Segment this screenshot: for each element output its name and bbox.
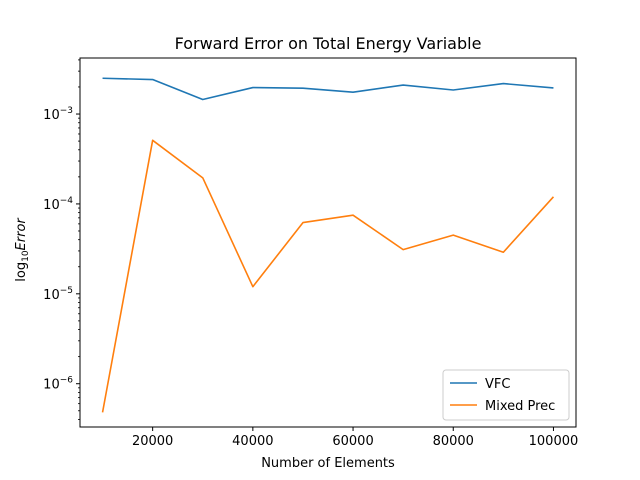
plot-area: 20000 40000 60000 80000 100000 10−6 10−5 10−4 10… (43, 57, 579, 449)
axes-frame (79, 57, 577, 428)
series-line-vfc (102, 77, 554, 101)
x-tick-label: 40000 (232, 434, 273, 449)
legend-label-vfc: VFC (485, 377, 510, 392)
x-tick-label: 100000 (529, 434, 579, 449)
y-tick-label: 10−3 (43, 106, 73, 123)
legend-label-mixed-prec: Mixed Prec (485, 399, 555, 414)
chart-title: Forward Error on Total Energy Variable (175, 34, 482, 53)
y-tick-label: 10−5 (43, 286, 73, 303)
x-tick-label: 20000 (132, 434, 173, 449)
y-axis-label-italic: Error (14, 217, 29, 251)
svg-text:log10Error: log10Error (14, 217, 31, 282)
x-tick-label: 60000 (332, 434, 373, 449)
y-axis-label-subscript: 10 (21, 250, 31, 262)
series-line-mixed-prec (101, 139, 555, 413)
y-axis-label: log10Error (14, 217, 31, 282)
x-tick-label: 80000 (433, 434, 474, 449)
x-axis-label: Number of Elements (261, 456, 395, 471)
y-axis-label-prefix: log (14, 262, 29, 282)
legend: VFC Mixed Prec (442, 369, 570, 421)
y-tick-label: 10−4 (43, 196, 73, 213)
y-tick-label: 10−6 (43, 376, 73, 393)
